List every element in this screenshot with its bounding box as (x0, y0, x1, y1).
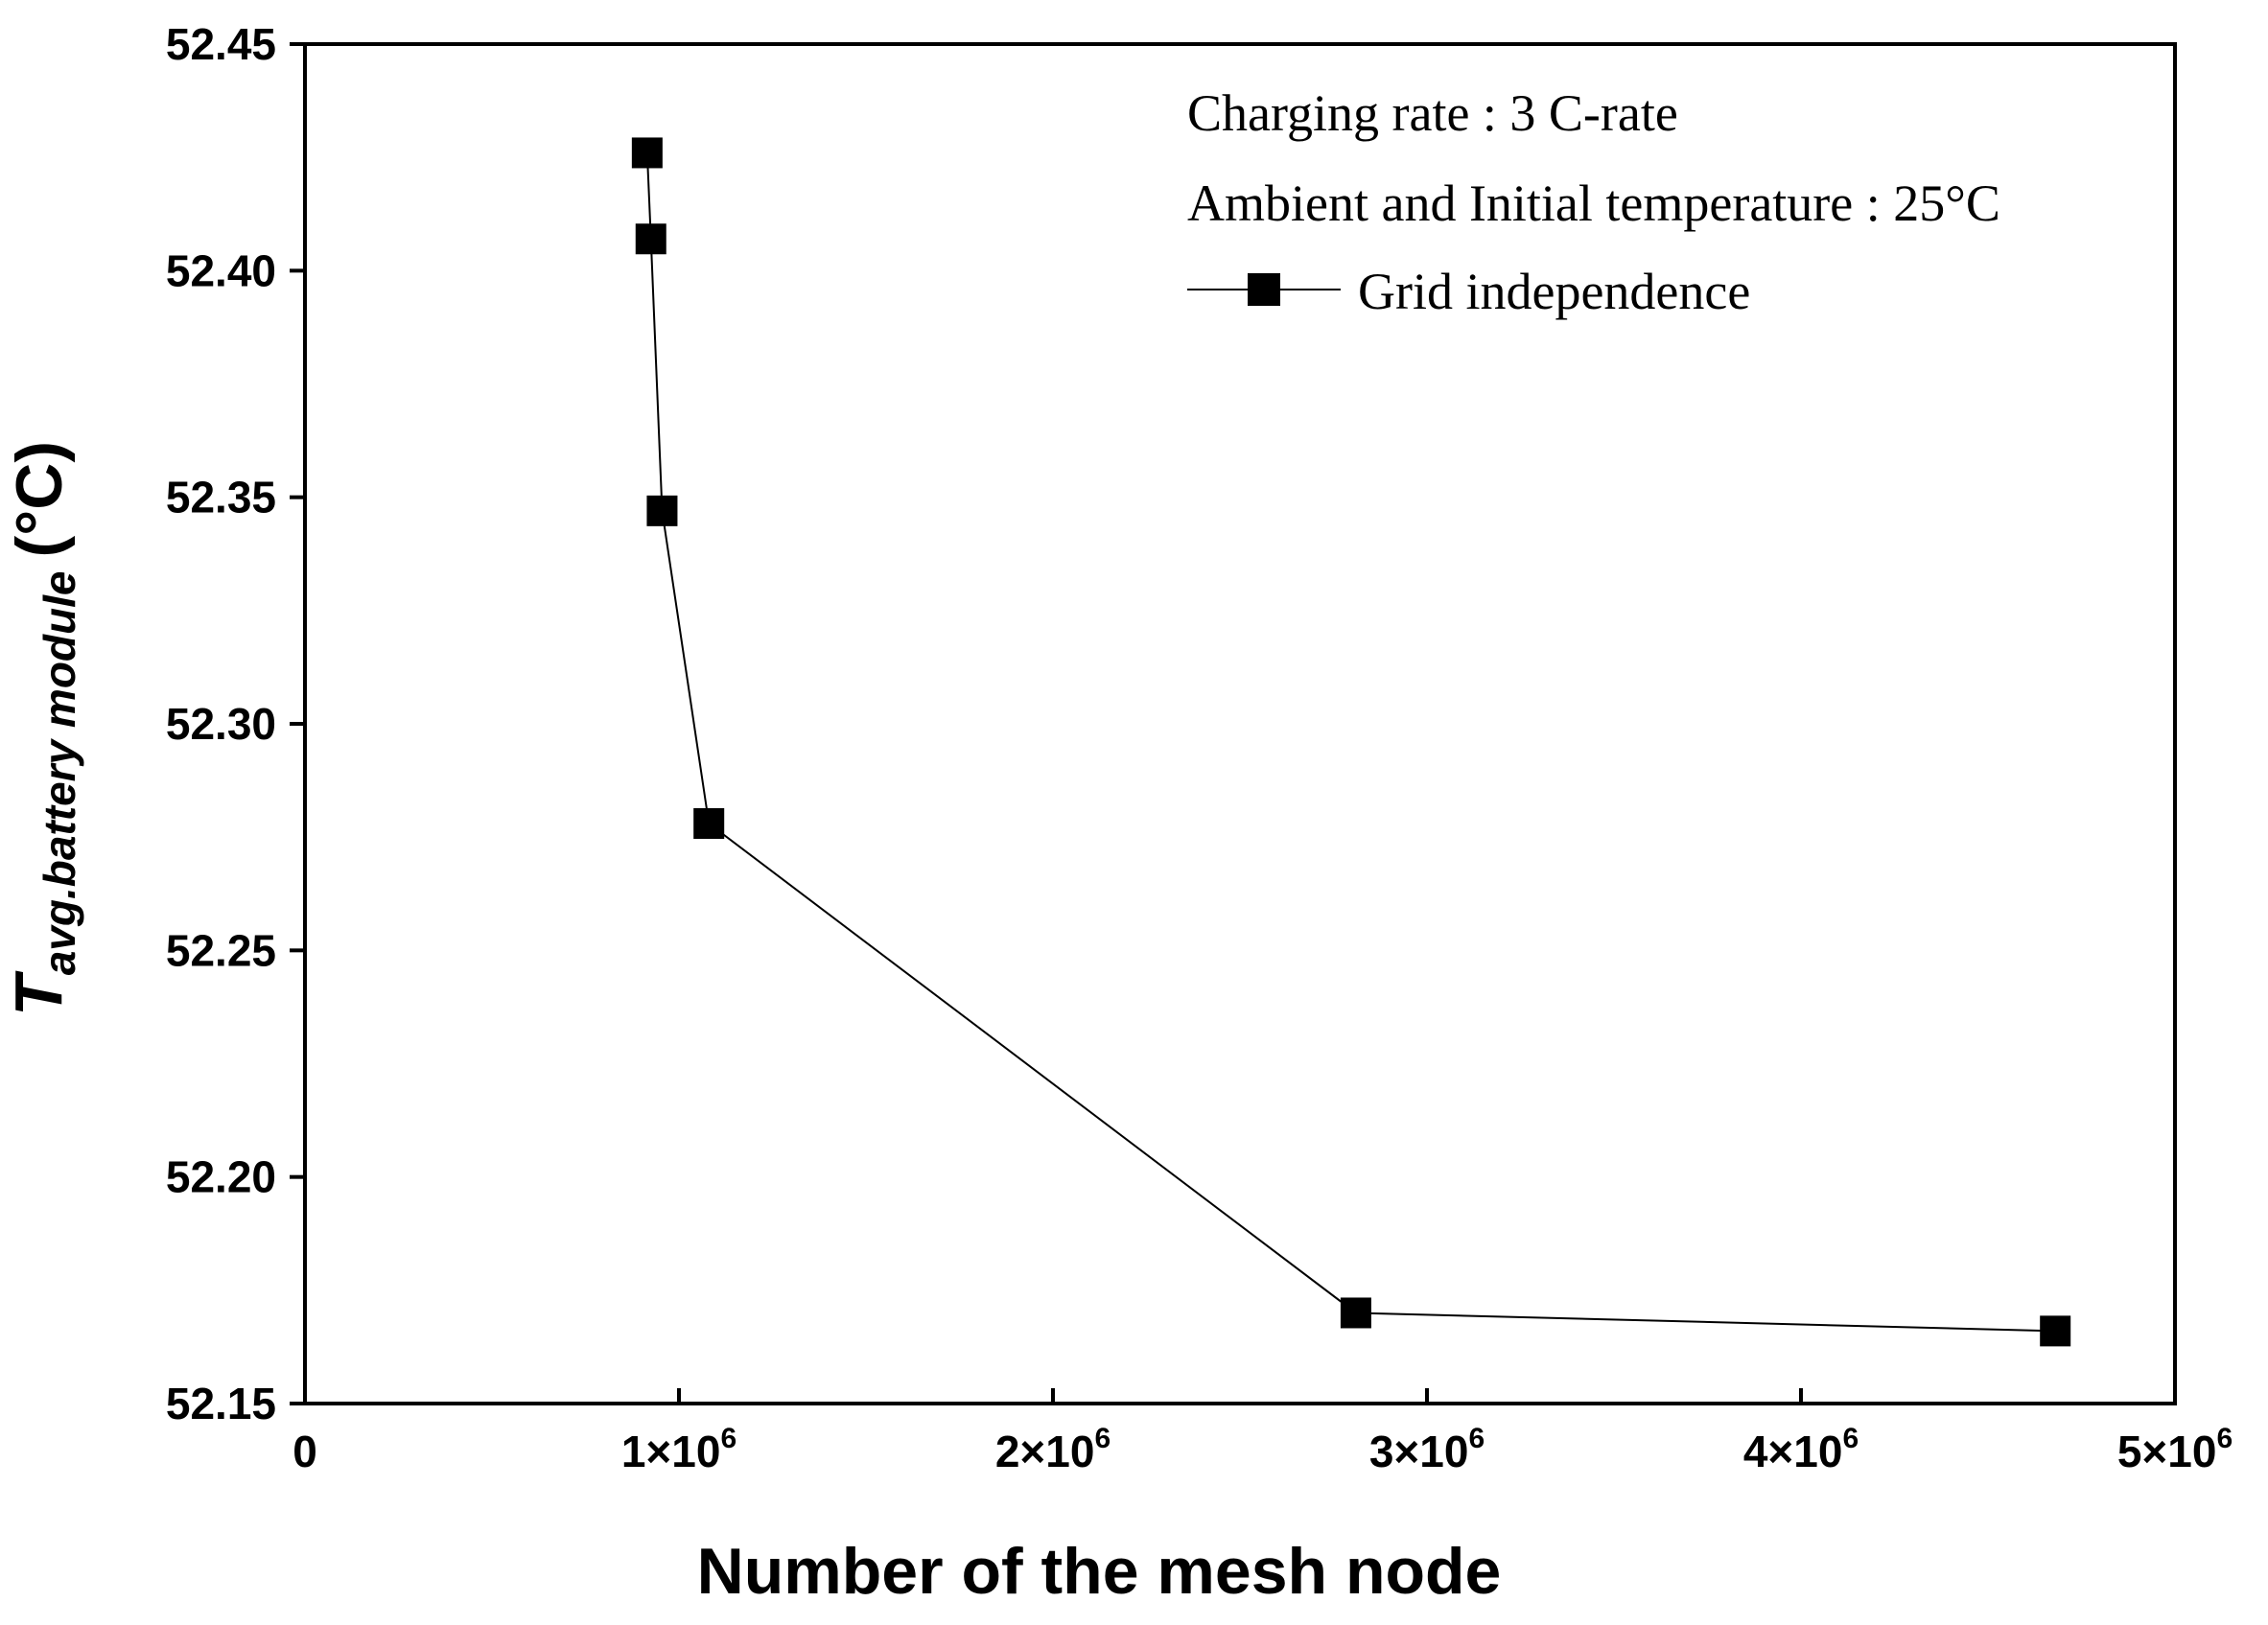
x-tick-label: 5×106 (2117, 1423, 2233, 1476)
legend: Grid independence (1187, 263, 1750, 320)
x-tick-label-exponent: 6 (1842, 1423, 1859, 1454)
data-point-marker (693, 807, 725, 839)
y-axis-ticks: 52.15 52.20 52.25 52.30 52.35 52.40 52.45 (166, 19, 305, 1428)
x-tick-label-exponent: 6 (2216, 1423, 2233, 1454)
data-point-marker (2040, 1315, 2071, 1347)
x-tick-label-exponent: 6 (1468, 1423, 1485, 1454)
x-tick-label-base: 3×10 (1369, 1427, 1469, 1476)
x-axis-title: Number of the mesh node (697, 1535, 1502, 1608)
x-tick-label-base: 0 (292, 1427, 317, 1476)
x-tick-label-base: 5×10 (2117, 1427, 2217, 1476)
y-tick-label: 52.35 (166, 473, 276, 522)
y-axis-title-subscript: avg.battery module (35, 571, 84, 976)
x-tick-label: 4×106 (1743, 1423, 1859, 1476)
x-tick-label: 0 (292, 1427, 317, 1476)
y-tick-label: 52.20 (166, 1152, 276, 1202)
x-axis-ticks: 0 1×106 2×106 3×106 4×106 5×106 (292, 1388, 2233, 1476)
x-tick-label-exponent: 6 (720, 1423, 737, 1454)
y-tick-label: 52.40 (166, 245, 276, 295)
data-point-marker (646, 495, 678, 526)
x-tick-label: 1×106 (621, 1423, 737, 1476)
y-axis-title: Tavg.battery module (°C) (1, 441, 84, 1016)
x-tick-label: 2×106 (995, 1423, 1111, 1476)
y-tick-label: 52.30 (166, 699, 276, 749)
series-line-grid-independence (645, 152, 2056, 1333)
legend-marker (1248, 273, 1280, 306)
x-tick-label: 3×106 (1369, 1423, 1485, 1476)
y-tick-label: 52.15 (166, 1379, 276, 1428)
annotation-charging-rate: Charging rate : 3 C-rate (1187, 84, 1678, 142)
y-axis-title-symbol: T (1, 970, 76, 1016)
data-point-marker (1340, 1297, 1371, 1329)
annotation-temperature: Ambient and Initial temperature : 25°C (1187, 174, 2000, 232)
x-tick-label-exponent: 6 (1094, 1423, 1111, 1454)
x-tick-label-base: 2×10 (995, 1427, 1095, 1476)
x-tick-label-base: 1×10 (621, 1427, 721, 1476)
x-tick-label-base: 4×10 (1743, 1427, 1843, 1476)
legend-label-grid-independence: Grid independence (1358, 263, 1750, 320)
series-markers (631, 137, 2071, 1347)
plot-frame (303, 42, 2177, 1405)
data-point-marker (635, 223, 666, 255)
y-axis-title-unit: (°C) (3, 441, 76, 558)
y-tick-label: 52.45 (166, 19, 276, 69)
y-tick-label: 52.25 (166, 925, 276, 975)
data-point-marker (631, 137, 663, 169)
